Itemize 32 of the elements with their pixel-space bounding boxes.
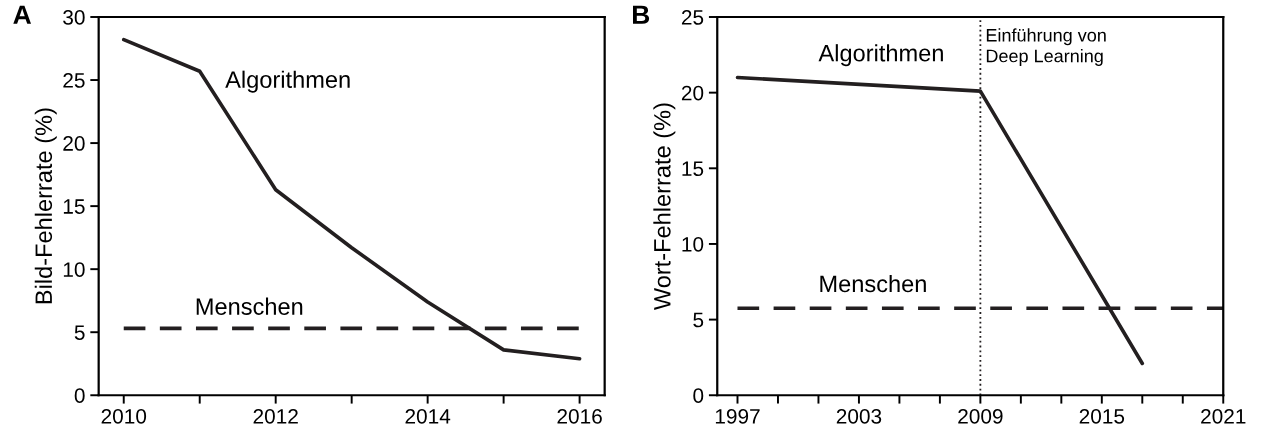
series-label: Algorithmen: [225, 70, 350, 93]
y-tick-label: 20: [63, 136, 85, 151]
series-label: Menschen: [196, 297, 303, 315]
y-tick-label: 5: [693, 312, 704, 328]
y-tick-label: 15: [63, 199, 85, 214]
y-tick-label: 5: [74, 325, 85, 340]
y-axis-title: Bild-Fehlerrate (%): [34, 108, 57, 304]
x-tick-label: 2009: [958, 408, 1003, 424]
y-tick-label: 25: [681, 10, 704, 25]
x-tick-label: 2014: [405, 408, 451, 424]
series-label: Algorithmen: [818, 44, 943, 67]
y-tick-label: 25: [63, 73, 85, 88]
y-tick-label: 30: [63, 10, 85, 25]
x-tick-label: 2021: [1201, 408, 1246, 424]
text: A: [13, 5, 32, 24]
x-tick-label: 2012: [253, 408, 298, 424]
x-tick-label: 2015: [1079, 408, 1125, 424]
x-tick-label: 1997: [715, 408, 760, 424]
y-tick-label: 15: [682, 161, 704, 177]
text: B: [633, 5, 650, 24]
x-tick-label: 2016: [557, 408, 602, 424]
line-series: [121, 37, 582, 361]
y-axis-title: Wort-Fehlerrate (%): [653, 103, 676, 311]
x-tick-label: 2003: [836, 408, 882, 424]
y-tick-label: 10: [682, 236, 704, 252]
y-tick-label: 0: [693, 388, 704, 403]
y-tick-label: 0: [74, 388, 85, 403]
x-tick-label: 2010: [101, 408, 147, 424]
y-tick-label: 20: [681, 85, 704, 101]
series-label: Menschen: [820, 274, 926, 293]
ref-line-label: Einführung von Deep Learning: [986, 28, 1106, 66]
y-tick-label: 10: [63, 262, 85, 277]
